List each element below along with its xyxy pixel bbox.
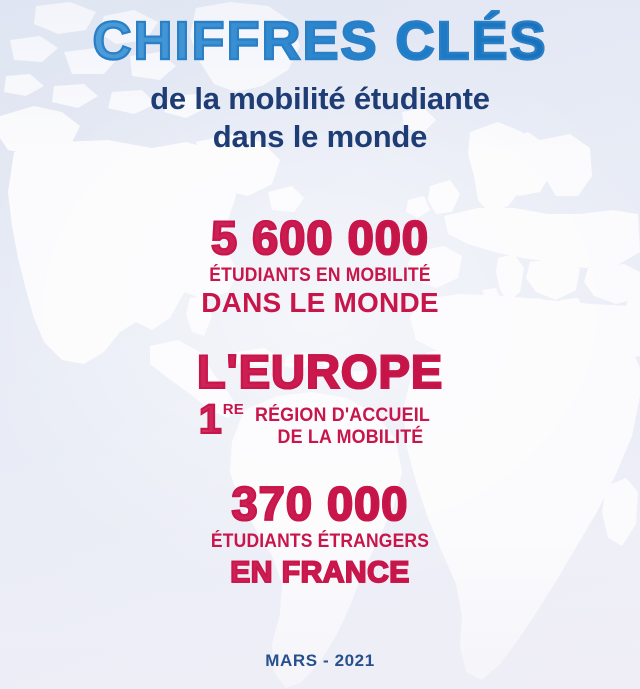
footer-date: MARS - 2021 [265, 651, 375, 670]
rank-line-2: DE LA MOBILITÉ [277, 427, 424, 449]
spacer-2 [0, 449, 640, 480]
spacer-1 [0, 319, 640, 348]
rank-line-1: RÉGION D'ACCUEIL [254, 405, 430, 427]
stat-block-europe-rank: L'EUROPE 1 RE RÉGION D'ACCUEIL DE LA MOB… [0, 347, 640, 449]
subtitle-line-1: de la mobilité étudiante [150, 80, 490, 116]
stat-number-370000: 370 000 [0, 479, 640, 528]
stat-block-students-worldwide: 5 600 000 ÉTUDIANTS EN MOBILITÉ DANS LE … [0, 213, 640, 319]
rank-number: 1 [198, 396, 223, 443]
rank-number-wrap: 1 RE [198, 396, 244, 443]
subtitle-line-2: dans le monde [212, 118, 428, 154]
page-title: CHIFFRES CLÉS [0, 0, 640, 74]
stat-number-5600000: 5 600 000 [0, 213, 640, 262]
stat-emphasis-in-france: EN FRANCE [0, 555, 640, 590]
stat-caption-students-in-mobility: ÉTUDIANTS EN MOBILITÉ [209, 265, 431, 286]
stat-emphasis-worldwide: DANS LE MONDE [201, 287, 439, 319]
page-subtitle: de la mobilité étudiante dans le monde [0, 80, 640, 156]
rank-description: RÉGION D'ACCUEIL DE LA MOBILITÉ [255, 400, 430, 449]
statistics-group: 5 600 000 ÉTUDIANTS EN MOBILITÉ DANS LE … [0, 213, 640, 590]
rank-suffix: RE [222, 401, 244, 419]
stat-block-foreign-students-france: 370 000 ÉTUDIANTS ÉTRANGERS EN FRANCE [0, 479, 640, 590]
rank-row: 1 RE RÉGION D'ACCUEIL DE LA MOBILITÉ [0, 396, 640, 449]
stat-number-europe: L'EUROPE [0, 347, 640, 396]
stat-caption-foreign-students: ÉTUDIANTS ÉTRANGERS [210, 531, 430, 553]
